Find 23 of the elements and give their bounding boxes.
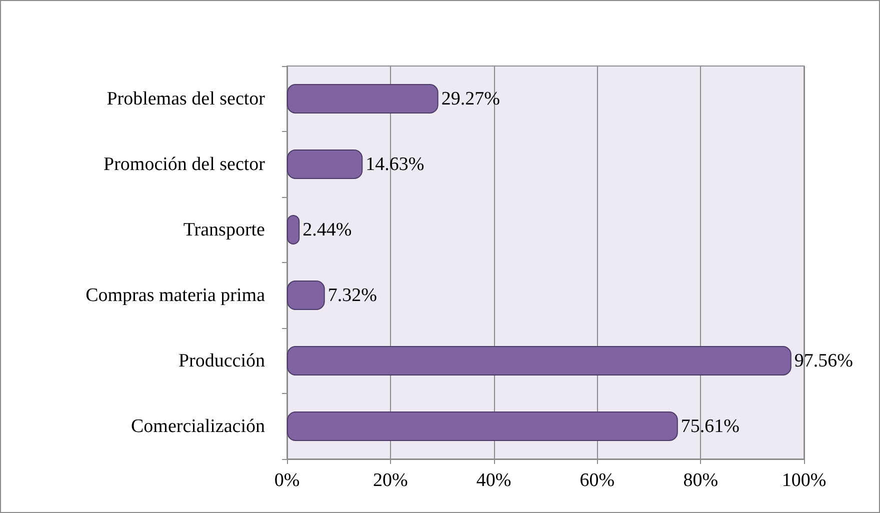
bar [287,280,325,310]
y-tick-label: Comercialización [131,416,266,437]
data-label: 14.63% [366,154,424,175]
data-label: 29.27% [441,88,500,110]
bar [287,150,363,179]
bar [287,346,792,376]
bar [287,84,438,114]
bar [287,412,678,441]
x-tick-label: 20% [372,470,408,491]
x-tick-label: 80% [683,470,718,491]
y-tick-label: Producción [178,350,266,372]
data-label: 97.56% [794,350,854,372]
data-label: 2.44% [302,219,352,240]
data-label: 7.32% [328,284,378,306]
x-tick-label: 0% [274,470,300,491]
data-label: 75.61% [680,416,740,437]
y-tick-label: Problemas del sector [106,88,266,110]
x-tick-label: 60% [580,470,615,491]
y-tick-label: Promoción del sector [104,154,266,175]
y-tick-label: Transporte [183,219,265,240]
y-tick-label: Compras materia prima [86,284,266,306]
x-tick-label: 100% [782,470,826,491]
x-tick-label: 40% [476,470,512,491]
